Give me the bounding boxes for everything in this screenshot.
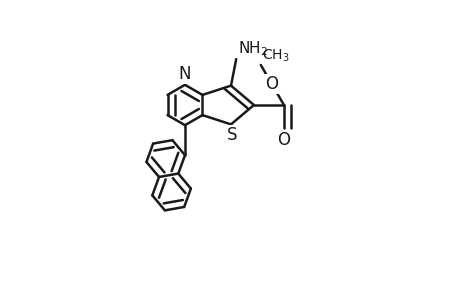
Text: O: O: [277, 131, 290, 149]
Text: NH$_2$: NH$_2$: [237, 39, 267, 58]
Text: N: N: [179, 65, 191, 83]
Text: O: O: [264, 75, 278, 93]
Text: CH$_3$: CH$_3$: [262, 47, 289, 64]
Text: S: S: [227, 126, 237, 144]
